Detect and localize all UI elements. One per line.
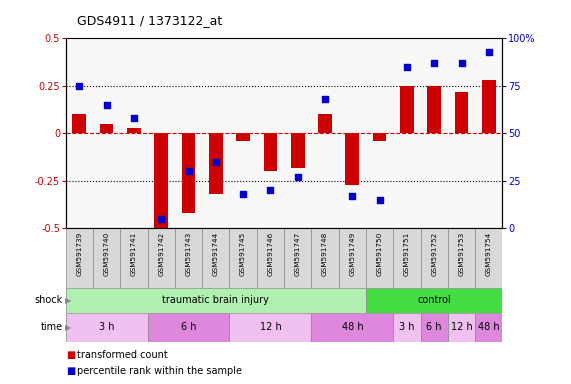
Bar bbox=[482, 80, 496, 134]
Bar bbox=[100, 124, 114, 134]
Text: GSM591752: GSM591752 bbox=[431, 232, 437, 276]
Point bbox=[156, 216, 166, 222]
Bar bbox=[475, 228, 502, 288]
Bar bbox=[345, 134, 359, 185]
Text: 3 h: 3 h bbox=[399, 322, 415, 333]
Bar bbox=[393, 313, 421, 342]
Bar bbox=[448, 228, 475, 288]
Text: ▶: ▶ bbox=[65, 296, 71, 305]
Bar bbox=[209, 134, 223, 194]
Text: 12 h: 12 h bbox=[451, 322, 472, 333]
Text: GSM591739: GSM591739 bbox=[77, 232, 82, 276]
Text: GSM591740: GSM591740 bbox=[103, 232, 110, 276]
Point bbox=[75, 83, 84, 89]
Text: GSM591741: GSM591741 bbox=[131, 232, 137, 276]
Text: GSM591744: GSM591744 bbox=[213, 232, 219, 276]
Bar bbox=[311, 313, 393, 342]
Point bbox=[484, 49, 493, 55]
Text: GSM591743: GSM591743 bbox=[186, 232, 191, 276]
Text: ■: ■ bbox=[66, 350, 75, 360]
Bar bbox=[182, 134, 195, 213]
Point bbox=[130, 115, 139, 121]
Text: GSM591749: GSM591749 bbox=[349, 232, 355, 276]
Bar bbox=[448, 313, 475, 342]
Bar bbox=[284, 228, 311, 288]
Text: GSM591750: GSM591750 bbox=[377, 232, 383, 276]
Bar bbox=[66, 313, 147, 342]
Text: GSM591751: GSM591751 bbox=[404, 232, 410, 276]
Text: GSM591754: GSM591754 bbox=[486, 232, 492, 276]
Text: percentile rank within the sample: percentile rank within the sample bbox=[77, 366, 242, 376]
Text: 3 h: 3 h bbox=[99, 322, 114, 333]
Bar bbox=[147, 228, 175, 288]
Bar bbox=[311, 228, 339, 288]
Text: GSM591747: GSM591747 bbox=[295, 232, 301, 276]
Bar bbox=[373, 134, 387, 141]
Bar bbox=[257, 228, 284, 288]
Bar bbox=[73, 114, 86, 134]
Bar bbox=[66, 288, 366, 313]
Point bbox=[403, 64, 412, 70]
Point bbox=[457, 60, 466, 66]
Bar bbox=[93, 228, 120, 288]
Text: control: control bbox=[417, 295, 451, 306]
Point bbox=[239, 191, 248, 197]
Bar bbox=[366, 288, 502, 313]
Text: 6 h: 6 h bbox=[181, 322, 196, 333]
Text: 48 h: 48 h bbox=[341, 322, 363, 333]
Bar bbox=[175, 228, 202, 288]
Point bbox=[320, 96, 329, 102]
Bar bbox=[339, 228, 366, 288]
Bar bbox=[127, 128, 140, 134]
Bar bbox=[147, 313, 230, 342]
Text: 12 h: 12 h bbox=[260, 322, 282, 333]
Text: time: time bbox=[41, 322, 63, 333]
Text: traumatic brain injury: traumatic brain injury bbox=[162, 295, 270, 306]
Point bbox=[348, 193, 357, 199]
Bar bbox=[154, 134, 168, 228]
Text: ■: ■ bbox=[66, 366, 75, 376]
Bar bbox=[421, 228, 448, 288]
Bar bbox=[393, 228, 421, 288]
Bar bbox=[421, 313, 448, 342]
Bar bbox=[230, 228, 257, 288]
Bar bbox=[66, 228, 93, 288]
Bar bbox=[120, 228, 147, 288]
Text: GSM591742: GSM591742 bbox=[158, 232, 164, 276]
Bar bbox=[291, 134, 304, 168]
Bar bbox=[400, 86, 414, 134]
Text: GDS4911 / 1373122_at: GDS4911 / 1373122_at bbox=[77, 14, 222, 27]
Point bbox=[102, 102, 111, 108]
Text: GSM591746: GSM591746 bbox=[267, 232, 274, 276]
Point bbox=[211, 159, 220, 165]
Text: transformed count: transformed count bbox=[77, 350, 168, 360]
Bar bbox=[475, 313, 502, 342]
Bar bbox=[366, 228, 393, 288]
Point bbox=[184, 168, 193, 174]
Text: GSM591745: GSM591745 bbox=[240, 232, 246, 276]
Text: GSM591753: GSM591753 bbox=[459, 232, 465, 276]
Text: 6 h: 6 h bbox=[427, 322, 442, 333]
Bar bbox=[318, 114, 332, 134]
Bar bbox=[202, 228, 230, 288]
Point bbox=[429, 60, 439, 66]
Bar bbox=[455, 92, 468, 134]
Bar bbox=[428, 86, 441, 134]
Text: shock: shock bbox=[35, 295, 63, 306]
Point bbox=[293, 174, 302, 180]
Text: GSM591748: GSM591748 bbox=[322, 232, 328, 276]
Text: 48 h: 48 h bbox=[478, 322, 500, 333]
Text: ▶: ▶ bbox=[65, 323, 71, 332]
Point bbox=[266, 187, 275, 194]
Bar bbox=[236, 134, 250, 141]
Point bbox=[375, 197, 384, 203]
Bar bbox=[230, 313, 311, 342]
Bar bbox=[264, 134, 278, 172]
